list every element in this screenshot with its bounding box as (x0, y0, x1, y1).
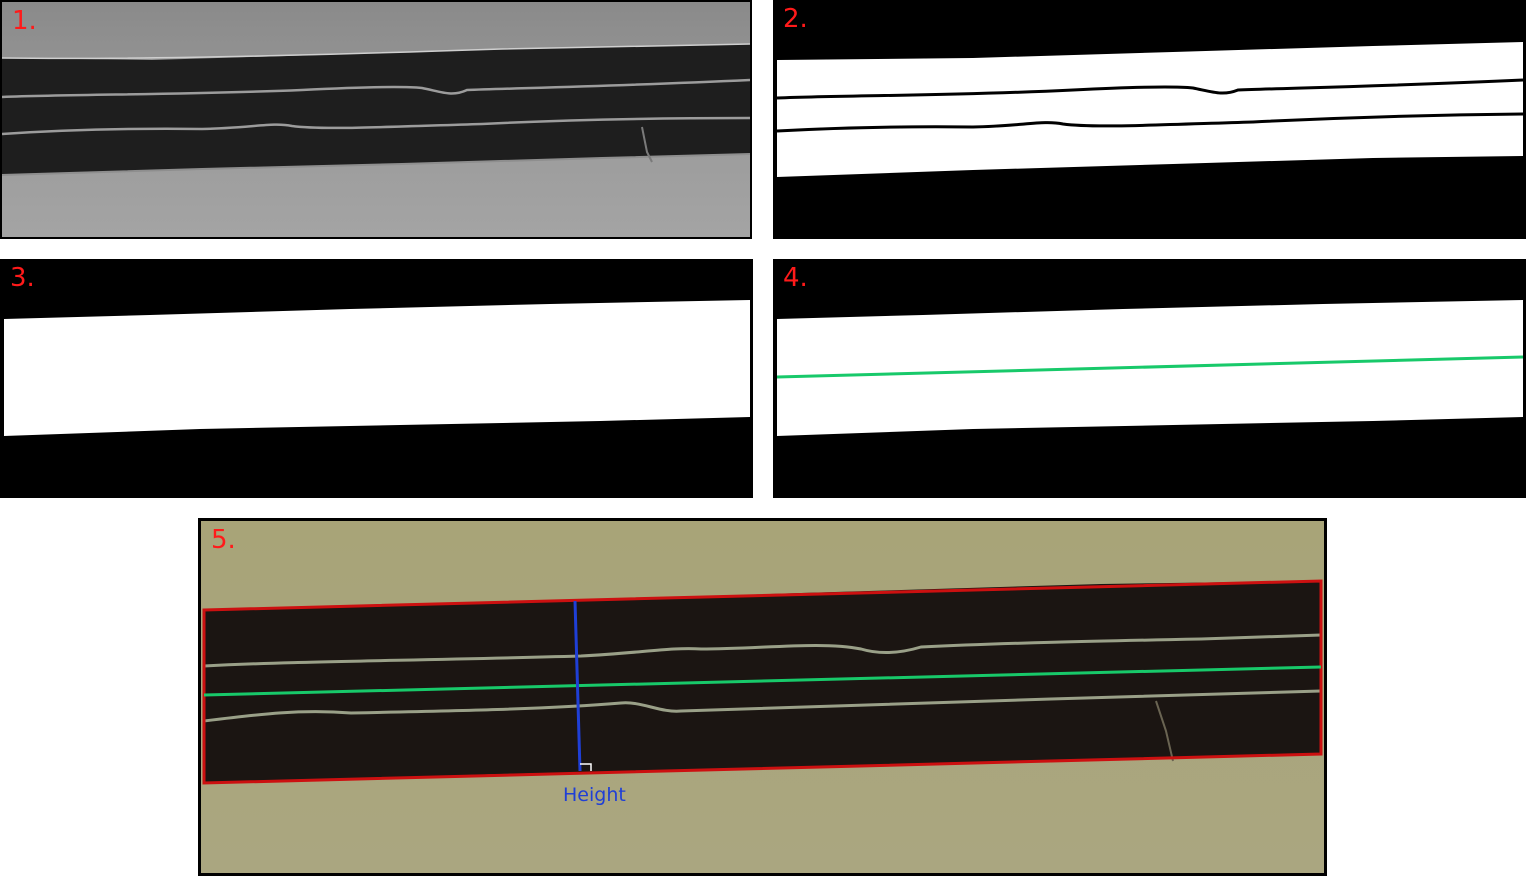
grayscale-fiber-image (2, 2, 750, 237)
right-angle-marker (580, 763, 592, 771)
panel-1-label: 1. (12, 6, 37, 36)
panel-5-label: 5. (211, 525, 236, 555)
annotated-fiber-image (201, 521, 1324, 873)
threshold-fiber-image (773, 0, 1526, 239)
height-line (573, 600, 582, 772)
panel-4-centerline-mask: 4. (773, 259, 1526, 498)
filled-fiber-mask (0, 259, 753, 498)
panel-2-threshold-image: 2. (773, 0, 1526, 239)
panel-1-grayscale-image: 1. (0, 0, 752, 239)
centerline (203, 665, 1322, 697)
centerline-fiber-mask (773, 259, 1526, 498)
panel-5-annotated-image: 5. Height (198, 518, 1327, 876)
bounding-box (202, 579, 1323, 785)
panel-4-label: 4. (783, 263, 808, 293)
centerline (776, 355, 1524, 379)
panel-2-label: 2. (783, 4, 808, 34)
panel-3-filled-mask: 3. (0, 259, 753, 498)
panel-3-label: 3. (10, 263, 35, 293)
height-label: Height (563, 784, 626, 806)
